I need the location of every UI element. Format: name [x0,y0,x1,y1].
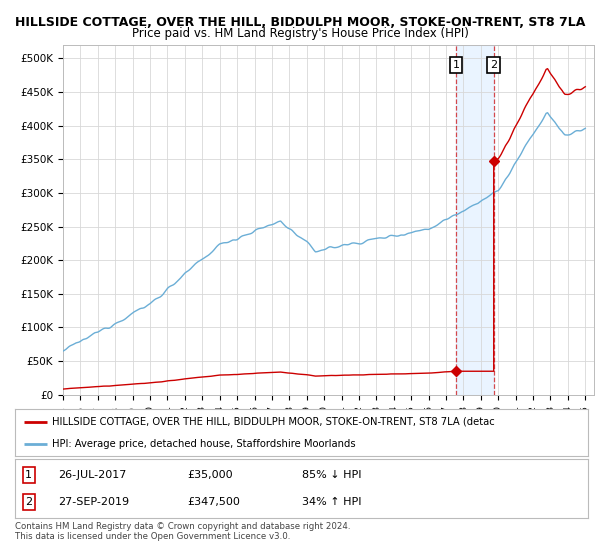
Text: £35,000: £35,000 [187,470,233,480]
Text: HPI: Average price, detached house, Staffordshire Moorlands: HPI: Average price, detached house, Staf… [52,438,356,449]
Text: £347,500: £347,500 [187,497,240,507]
Text: 85% ↓ HPI: 85% ↓ HPI [302,470,361,480]
Text: Contains HM Land Registry data © Crown copyright and database right 2024.
This d: Contains HM Land Registry data © Crown c… [15,522,350,542]
Text: 1: 1 [452,60,460,70]
Text: 34% ↑ HPI: 34% ↑ HPI [302,497,361,507]
Text: 2: 2 [490,60,497,70]
Text: 27-SEP-2019: 27-SEP-2019 [58,497,129,507]
Bar [456,45,494,395]
Text: Price paid vs. HM Land Registry's House Price Index (HPI): Price paid vs. HM Land Registry's House … [131,27,469,40]
Text: 1: 1 [25,470,32,480]
Text: HILLSIDE COTTAGE, OVER THE HILL, BIDDULPH MOOR, STOKE-ON-TRENT, ST8 7LA (detac: HILLSIDE COTTAGE, OVER THE HILL, BIDDULP… [52,417,495,427]
Text: HILLSIDE COTTAGE, OVER THE HILL, BIDDULPH MOOR, STOKE-ON-TRENT, ST8 7LA: HILLSIDE COTTAGE, OVER THE HILL, BIDDULP… [15,16,585,29]
Text: 2: 2 [25,497,32,507]
Text: 26-JUL-2017: 26-JUL-2017 [58,470,127,480]
